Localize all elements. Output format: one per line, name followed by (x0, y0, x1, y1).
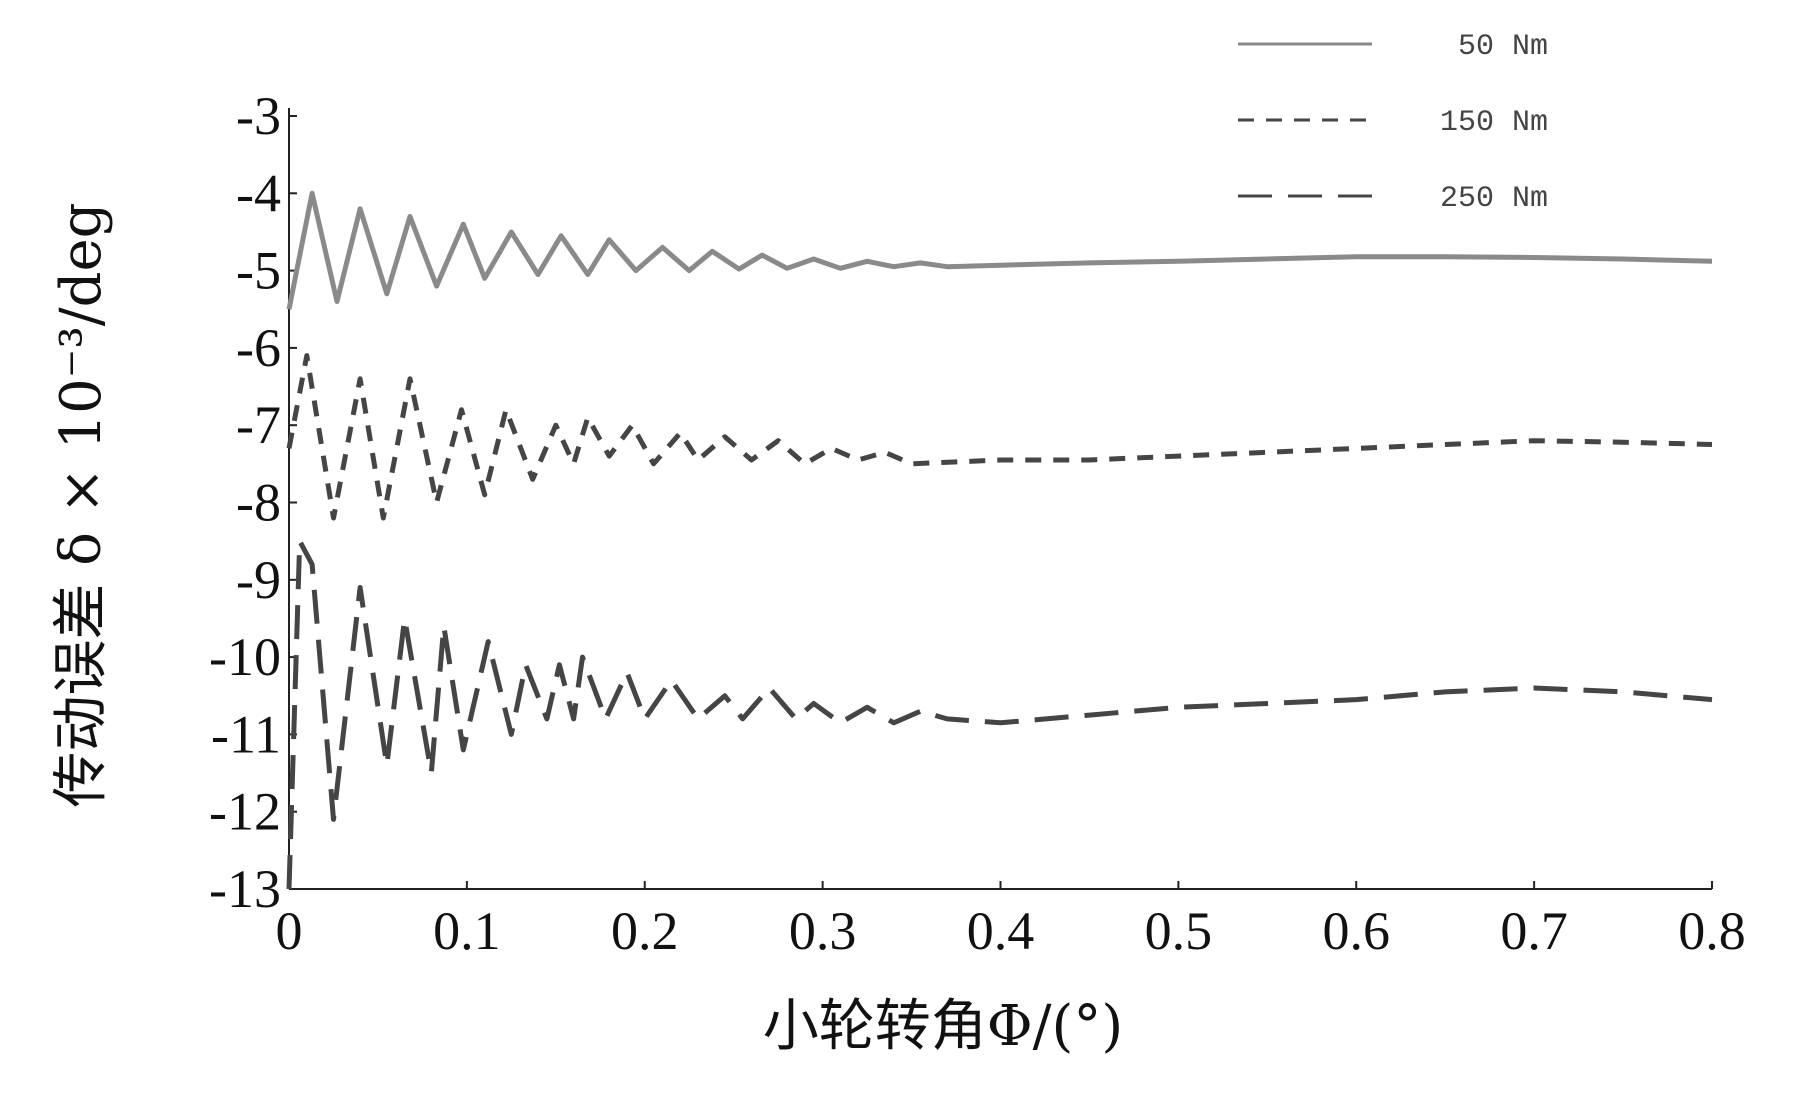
y-tick-label: -7 (236, 395, 281, 455)
data-line (286, 353, 1713, 521)
legend-label: 150 Nm (1440, 106, 1548, 140)
y-tick-label: -9 (236, 550, 281, 610)
data-line (286, 190, 1713, 310)
y-tick-label: -11 (211, 704, 281, 764)
y-tick-label: -13 (209, 859, 281, 919)
legend-label: 250 Nm (1440, 182, 1548, 216)
x-tick-label: 0.7 (1500, 901, 1568, 961)
x-tick-label: 0.4 (967, 901, 1035, 961)
y-tick-label: -8 (236, 473, 281, 533)
y-axis-title: 传动误差 δ × 10⁻³/deg (49, 202, 114, 807)
legend-label: 50 Nm (1458, 30, 1548, 64)
y-tick-label: -10 (209, 627, 281, 687)
y-tick-label: -5 (236, 241, 281, 301)
x-tick-label: 0.8 (1678, 901, 1746, 961)
y-tick-label: -6 (236, 318, 281, 378)
x-tick-label: 0.1 (433, 901, 501, 961)
x-tick-label: 0.2 (611, 901, 679, 961)
x-tick-label: 0.5 (1145, 901, 1213, 961)
data-line (286, 538, 1713, 890)
x-tick-label: 0.3 (789, 901, 857, 961)
x-axis-title: 小轮转角Φ/(°) (763, 994, 1123, 1059)
y-tick-label: -12 (209, 782, 281, 842)
y-tick-label: -4 (236, 163, 281, 223)
x-tick-label: 0.6 (1323, 901, 1391, 961)
x-tick-label: 0 (276, 901, 303, 961)
y-tick-label: -3 (236, 86, 281, 146)
